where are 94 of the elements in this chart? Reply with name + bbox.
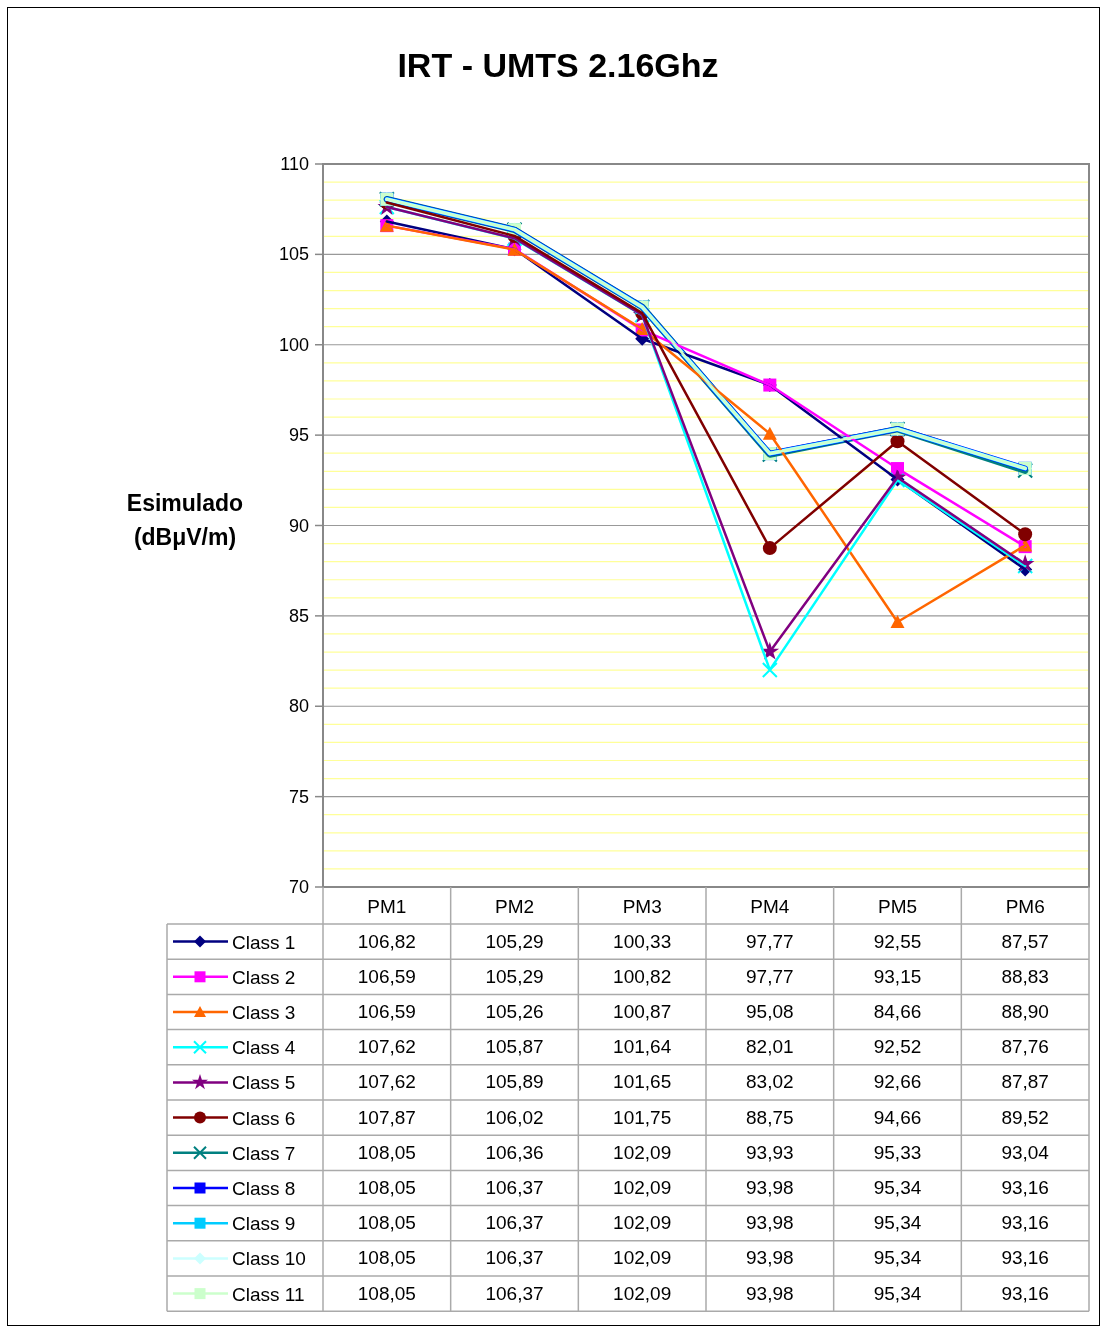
data-label: 106,59 [357,965,416,987]
x-tick-label: PM6 [1005,896,1045,917]
data-label: 106,59 [357,1001,416,1022]
data-label: 93,98 [746,1212,794,1234]
data-label: 100,82 [613,965,672,987]
x-tick-label: PM3 [622,896,662,917]
data-label: 108,05 [357,1282,416,1304]
x-tick-label: PM4 [750,896,790,917]
x-tick-label: PM5 [877,896,918,917]
y-tick-label: 80 [288,696,309,717]
data-label: 105,26 [485,1001,544,1022]
data-label: 107,62 [357,1036,416,1058]
data-label: 102,09 [613,1212,672,1234]
y-axis-title: Esimulado (dBμV/m) [126,490,244,550]
data-label: 106,82 [357,930,416,952]
legend-label: Class 1 [232,931,296,953]
data-label: 105,87 [485,1036,544,1058]
data-label: 106,37 [485,1212,544,1234]
data-label: 95,34 [873,1177,922,1198]
data-label: 93,16 [1001,1177,1049,1198]
data-label: 106,37 [485,1282,544,1304]
data-label: 93,16 [1001,1247,1049,1269]
data-label: 93,16 [1001,1282,1049,1304]
data-label: 93,98 [746,1247,794,1269]
y-tick-label: 70 [288,877,309,897]
data-label: 106,37 [485,1247,544,1269]
y-tick-label: 90 [288,515,309,536]
data-label: 84,66 [873,1001,922,1022]
y-tick-label: 105 [278,244,309,265]
data-label: 92,55 [873,930,922,952]
data-label: 97,77 [746,965,794,987]
data-label: 89,52 [1001,1106,1049,1128]
data-label: 105,89 [485,1071,544,1093]
data-label: 106,02 [485,1106,544,1128]
data-label: 83,02 [746,1071,794,1093]
data-label: 88,90 [1001,1001,1049,1022]
data-label: 101,64 [613,1036,672,1058]
data-label: 92,66 [873,1071,922,1093]
data-label: 106,37 [485,1177,544,1198]
data-label: 105,29 [485,965,544,987]
data-label: 94,66 [873,1106,922,1128]
legend-label: Class 4 [232,1037,296,1059]
data-label: 88,83 [1001,965,1049,987]
data-label: 95,34 [873,1212,922,1234]
data-label: 106,36 [485,1141,544,1163]
data-label: 102,09 [613,1282,672,1304]
data-label: 100,33 [613,930,672,952]
legend-label: Class 8 [232,1178,296,1199]
data-label: 95,34 [873,1247,922,1269]
data-label: 108,05 [357,1212,416,1234]
chart-title: IRT - UMTS 2.16Ghz [397,46,719,84]
data-label: 108,05 [357,1177,416,1198]
y-tick-label: 100 [278,334,309,355]
data-label: 82,01 [746,1036,794,1058]
data-label: 95,34 [873,1282,922,1304]
data-label: 95,33 [873,1141,922,1163]
legend-label: Class 11 [232,1283,305,1305]
data-label: 108,05 [357,1247,416,1269]
data-label: 101,65 [613,1071,672,1093]
data-label: 93,16 [1001,1212,1049,1234]
data-label: 93,98 [746,1177,794,1198]
data-label: 107,62 [357,1071,416,1093]
data-label: 87,87 [1001,1071,1049,1093]
legend-label: Class 3 [232,1002,296,1023]
data-label: 93,04 [1001,1141,1050,1163]
legend-label: Class 9 [232,1213,296,1235]
data-label: 92,52 [873,1036,922,1058]
y-tick-label: 110 [280,154,309,174]
x-tick-label: PM2 [494,896,535,917]
data-label: 87,57 [1001,930,1049,952]
data-label: 102,09 [613,1141,672,1163]
legend-label: Class 2 [232,966,296,988]
data-label: 100,87 [613,1001,672,1022]
y-tick-label: 75 [288,786,309,807]
data-label: 108,05 [357,1141,416,1163]
data-label: 93,93 [746,1141,794,1163]
data-label: 102,09 [613,1177,672,1198]
data-label: 93,15 [873,965,922,987]
legend-label: Class 6 [232,1107,296,1129]
data-label: 87,76 [1001,1036,1049,1058]
data-label: 102,09 [613,1247,672,1269]
data-label: 97,77 [746,930,794,952]
y-tick-label: 95 [288,425,309,446]
y-tick-label: 85 [288,605,309,626]
data-label: 88,75 [746,1106,794,1128]
data-label: 101,75 [613,1106,672,1128]
data-label: 93,98 [746,1282,794,1304]
data-label: 105,29 [485,930,544,952]
legend-label: Class 10 [232,1248,306,1270]
data-label: 95,08 [746,1001,794,1022]
legend-label: Class 5 [232,1072,296,1094]
x-tick-label: PM1 [367,896,407,917]
legend-label: Class 7 [232,1142,296,1164]
data-label: 107,87 [357,1106,416,1128]
